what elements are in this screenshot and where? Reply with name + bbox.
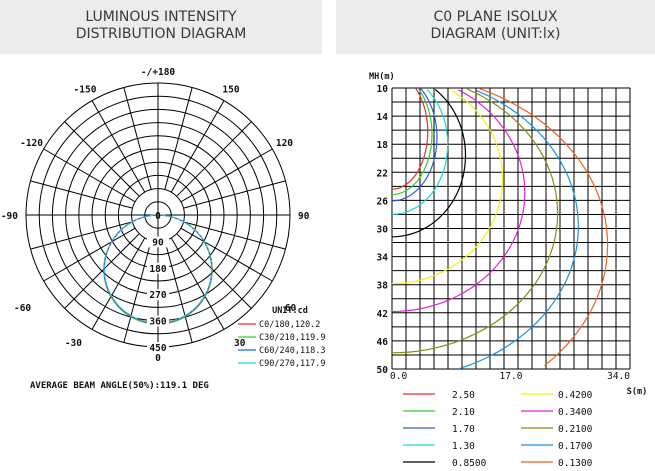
polar-spoke: [183, 221, 286, 250]
polar-spoke: [91, 100, 146, 193]
polar-spoke: [180, 148, 273, 203]
polar-angle-label: 60: [285, 303, 297, 314]
beam-angle-footer: AVERAGE BEAM ANGLE(50%):119.1 DEG: [30, 381, 209, 391]
isolux-title-line-1: C0 PLANE ISOLUX: [433, 9, 558, 25]
isolux-legend-label: 0.8500: [452, 458, 487, 469]
polar-curve-3: [103, 214, 213, 324]
polar-spoke: [176, 233, 252, 309]
isolux-contour-7: [391, 88, 559, 354]
polar-spoke: [123, 87, 152, 190]
polar-legend-label: C90/270,117.9: [259, 359, 326, 369]
polar-angle-label: -30: [65, 338, 82, 349]
polar-legend-label: C60/240,118.3: [259, 346, 326, 356]
polar-angle-label: -150: [74, 85, 97, 96]
isolux-y-tick: 26: [377, 196, 389, 207]
polar-radial-label-bg: [147, 236, 169, 248]
isolux-contour-0: [391, 88, 429, 190]
polar-intensity-chart: -/+180 150 -150 120 -120 90 -90 60 -60 30 -30 0 0 90 1…: [1, 67, 326, 391]
isolux-contour-8: [458, 90, 580, 370]
isolux-y-tick: 18: [377, 140, 389, 151]
isolux-y-tick: 34: [377, 253, 389, 264]
isolux-contour-4: [391, 89, 467, 238]
polar-spoke: [180, 227, 273, 282]
polar-radial-label-bg: [147, 342, 169, 353]
polar-spoke: [91, 237, 146, 330]
isolux-y-tick: 46: [377, 337, 389, 348]
polar-spoke: [64, 233, 140, 309]
isolux-y-tick: 50: [377, 365, 389, 376]
polar-spoke: [183, 180, 286, 209]
polar-spoke: [64, 121, 140, 197]
isolux-legend-label: 2.10: [452, 407, 475, 418]
polar-spoke: [30, 221, 133, 250]
isolux-y-label: MH(m): [369, 72, 395, 82]
polar-radial-label: 270: [149, 290, 166, 301]
polar-angle-label: 0: [155, 353, 161, 364]
polar-radial-label: 90: [152, 237, 164, 248]
isolux-x-tick: 0.0: [390, 371, 407, 382]
polar-spoke: [170, 237, 225, 330]
polar-radial-label: 360: [149, 317, 166, 328]
isolux-y-tick: 42: [377, 309, 388, 320]
isolux-x-tick: 17.0: [500, 371, 523, 382]
polar-spoke: [176, 121, 252, 197]
polar-angle-label: 90: [298, 211, 310, 222]
polar-angle-label: 150: [222, 85, 239, 96]
polar-spoke: [164, 240, 193, 343]
polar-radial-label: 450: [149, 343, 166, 354]
isolux-contour-9: [479, 88, 609, 367]
polar-angle-label: -60: [14, 303, 31, 314]
isolux-legend-label: 0.1700: [558, 441, 593, 452]
polar-radial-label: 180: [149, 264, 166, 275]
isolux-legend-label: 0.4200: [558, 390, 593, 401]
polar-chart-header: LUMINOUS INTENSITY DISTRIBUTION DIAGRAM: [0, 0, 322, 54]
isolux-y-tick: 10: [377, 84, 389, 95]
polar-spoke: [123, 240, 152, 343]
polar-spoke: [43, 227, 136, 282]
isolux-y-tick: 22: [377, 168, 388, 179]
polar-angle-label: 30: [234, 338, 246, 349]
isolux-legend-label: 0.3400: [558, 407, 593, 418]
isolux-contour-6: [391, 89, 526, 313]
polar-spoke: [43, 148, 136, 203]
polar-unit-label: UNIT:cd: [272, 306, 308, 316]
polar-spoke: [170, 100, 225, 193]
polar-legend-label: C30/210,119.9: [259, 333, 326, 343]
polar-radial-label-bg: [147, 315, 169, 327]
isolux-legend-label: 0.2100: [558, 424, 593, 435]
isolux-legend-label: 2.50: [452, 390, 475, 401]
polar-spoke: [30, 180, 133, 209]
polar-spoke: [164, 87, 193, 190]
polar-angle-label: -120: [20, 138, 43, 149]
isolux-contour-5: [391, 90, 504, 285]
isolux-y-tick: 14: [377, 112, 389, 123]
isolux-x-label: S(m): [627, 387, 647, 397]
isolux-legend-label: 0.1300: [558, 458, 593, 469]
polar-legend-label: C0/180,120.2: [259, 320, 320, 330]
polar-angle-label: 120: [276, 138, 293, 149]
isolux-contour-2: [392, 87, 438, 202]
isolux-x-tick: 34.0: [607, 371, 630, 382]
polar-title-line-1: LUMINOUS INTENSITY: [85, 9, 237, 25]
isolux-contour-3: [391, 89, 449, 215]
isolux-legend-label: 1.70: [452, 424, 475, 435]
polar-angle-label: -90: [1, 211, 18, 222]
isolux-contour-1: [391, 89, 433, 196]
isolux-y-tick: 38: [377, 281, 389, 292]
polar-angle-label: -/+180: [141, 67, 176, 78]
isolux-title-line-2: DIAGRAM (UNIT:lx): [430, 26, 561, 42]
polar-title-line-2: DISTRIBUTION DIAGRAM: [75, 26, 247, 42]
polar-radial-label-bg: [147, 289, 169, 301]
isolux-y-tick: 30: [377, 225, 389, 236]
isolux-legend-label: 1.30: [452, 441, 475, 452]
isolux-chart-header: C0 PLANE ISOLUX DIAGRAM (UNIT:lx): [336, 0, 655, 54]
polar-radial-label: 0: [155, 211, 161, 222]
polar-radial-label-bg: [147, 262, 169, 274]
